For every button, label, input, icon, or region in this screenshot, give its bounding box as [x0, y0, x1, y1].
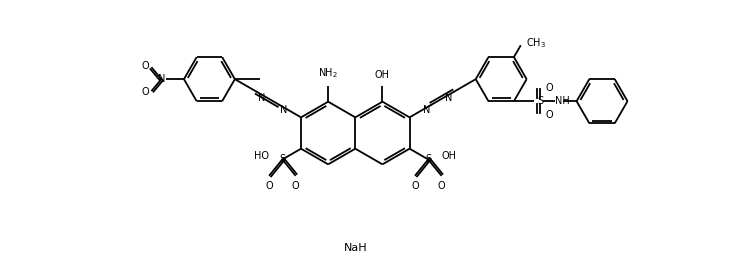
Text: O: O: [545, 110, 553, 120]
Text: O: O: [141, 61, 149, 71]
Text: N: N: [445, 93, 452, 103]
Text: OH: OH: [375, 70, 390, 80]
Text: HO: HO: [253, 151, 269, 161]
Text: N: N: [280, 106, 287, 116]
Text: OH: OH: [442, 151, 457, 161]
Text: O: O: [545, 83, 553, 92]
Text: NH: NH: [555, 96, 570, 106]
Text: NaH: NaH: [344, 243, 367, 253]
Text: O: O: [412, 181, 419, 191]
Text: N: N: [258, 93, 265, 103]
Text: O: O: [141, 87, 149, 97]
Text: O: O: [266, 181, 273, 191]
Text: O: O: [291, 181, 299, 191]
Text: S: S: [279, 154, 285, 165]
Text: N: N: [157, 74, 165, 84]
Text: CH$_3$: CH$_3$: [525, 36, 545, 50]
Text: N: N: [423, 106, 430, 116]
Text: NH$_2$: NH$_2$: [319, 66, 338, 80]
Text: S: S: [537, 96, 544, 106]
Text: S: S: [425, 154, 432, 165]
Text: O: O: [437, 181, 445, 191]
